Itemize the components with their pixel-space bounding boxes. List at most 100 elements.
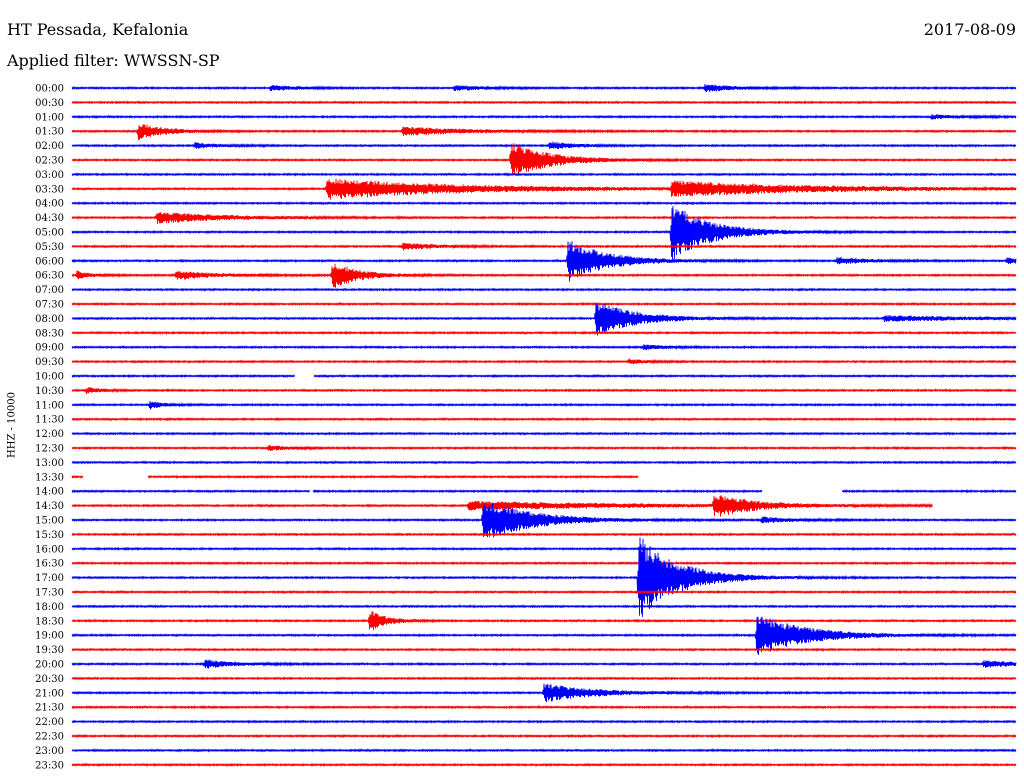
- time-label-1600: 16:00: [35, 544, 64, 555]
- trace-0800: [71, 303, 1017, 336]
- trace-0600: [71, 241, 1017, 282]
- trace-1600: [71, 546, 1017, 552]
- trace-1300: [71, 460, 1017, 465]
- trace-1330: [71, 474, 639, 480]
- time-label-0430: 04:30: [35, 213, 64, 224]
- trace-0900: [71, 344, 1017, 351]
- trace-0930: [71, 358, 1017, 365]
- trace-1830: [71, 610, 1017, 631]
- trace-1200: [71, 431, 1017, 436]
- trace-2200: [71, 719, 1017, 724]
- trace-1130: [71, 416, 1017, 422]
- trace-0500: [71, 205, 1017, 260]
- time-label-0300: 03:00: [35, 170, 64, 181]
- time-label-1430: 14:30: [35, 501, 64, 512]
- trace-2130: [71, 704, 1017, 710]
- time-label-1500: 15:00: [35, 516, 64, 527]
- trace-1530: [71, 532, 1017, 537]
- time-label-1730: 17:30: [35, 588, 64, 599]
- time-label-1830: 18:30: [35, 616, 64, 627]
- trace-2030: [71, 676, 1017, 681]
- trace-0330: [71, 178, 1017, 200]
- trace-1430: [71, 495, 933, 517]
- time-label-0930: 09:30: [35, 357, 64, 368]
- time-label-0330: 03:30: [35, 184, 64, 195]
- trace-1730: [71, 589, 1017, 595]
- time-label-1900: 19:00: [35, 631, 64, 642]
- filter-label: Applied filter: WWSSN-SP: [7, 51, 220, 70]
- time-label-1030: 10:30: [35, 386, 64, 397]
- time-label-1200: 12:00: [35, 429, 64, 440]
- time-label-1300: 13:00: [35, 458, 64, 469]
- time-label-0130: 01:30: [35, 127, 64, 138]
- trace-0730: [71, 301, 1017, 307]
- trace-0200: [71, 141, 1017, 150]
- trace-0630: [71, 263, 1017, 288]
- trace-0300: [71, 172, 1017, 177]
- time-label-1330: 13:30: [35, 472, 64, 483]
- time-label-0500: 05:00: [35, 228, 64, 239]
- time-label-0000: 00:00: [35, 84, 64, 95]
- time-label-0100: 01:00: [35, 112, 64, 123]
- time-label-2330: 23:30: [35, 760, 64, 771]
- trace-1700: [71, 537, 1017, 617]
- trace-1900: [71, 616, 1017, 656]
- time-label-0800: 08:00: [35, 314, 64, 325]
- trace-0130: [71, 124, 1017, 140]
- time-label-2300: 23:00: [35, 746, 64, 757]
- trace-0230: [71, 143, 1017, 176]
- time-label-1630: 16:30: [35, 559, 64, 570]
- time-label-1800: 18:00: [35, 602, 64, 613]
- time-label-0900: 09:00: [35, 343, 64, 354]
- time-label-2130: 21:30: [35, 703, 64, 714]
- trace-0700: [71, 287, 1017, 292]
- time-label-1400: 14:00: [35, 487, 64, 498]
- trace-1030: [71, 386, 1017, 395]
- trace-2100: [71, 683, 1017, 703]
- time-label-2100: 21:00: [35, 688, 64, 699]
- trace-0000: [71, 83, 1017, 93]
- time-label-1230: 12:30: [35, 444, 64, 455]
- time-label-0730: 07:30: [35, 300, 64, 311]
- trace-1100: [71, 400, 1017, 410]
- time-label-1700: 17:00: [35, 573, 64, 584]
- trace-0830: [71, 330, 1017, 336]
- time-label-0530: 05:30: [35, 242, 64, 253]
- time-label-2030: 20:30: [35, 674, 64, 685]
- trace-0530: [71, 242, 1017, 251]
- trace-1930: [71, 647, 1017, 652]
- trace-1630: [71, 560, 1017, 566]
- time-label-0600: 06:00: [35, 256, 64, 267]
- time-label-2230: 22:30: [35, 732, 64, 743]
- time-label-0700: 07:00: [35, 285, 64, 296]
- trace-0430: [71, 212, 1017, 224]
- trace-2300: [71, 748, 1017, 753]
- record-date: 2017-08-09: [923, 20, 1016, 39]
- trace-0400: [71, 200, 1017, 206]
- time-label-0230: 02:30: [35, 156, 64, 167]
- time-label-1000: 10:00: [35, 372, 64, 383]
- trace-1230: [71, 445, 1017, 452]
- time-label-0200: 02:00: [35, 141, 64, 152]
- time-label-0400: 04:00: [35, 199, 64, 210]
- station-title: HT Pessada, Kefalonia: [7, 20, 189, 39]
- trace-2330: [71, 762, 1017, 768]
- time-label-1530: 15:30: [35, 530, 64, 541]
- time-label-0830: 08:30: [35, 328, 64, 339]
- time-label-2000: 20:00: [35, 660, 64, 671]
- time-label-1100: 11:00: [35, 400, 64, 411]
- trace-0030: [71, 100, 1017, 105]
- trace-1500: [71, 502, 1017, 538]
- time-label-0030: 00:30: [35, 98, 64, 109]
- trace-1800: [71, 604, 1017, 609]
- trace-0100: [71, 113, 1017, 120]
- time-label-1130: 11:30: [35, 415, 64, 426]
- time-label-2200: 22:00: [35, 717, 64, 728]
- trace-2230: [71, 733, 1017, 739]
- trace-1000: [71, 373, 1017, 379]
- trace-1400: [71, 488, 1017, 494]
- trace-2000: [71, 659, 1017, 669]
- time-label-0630: 06:30: [35, 271, 64, 282]
- time-label-1930: 19:30: [35, 645, 64, 656]
